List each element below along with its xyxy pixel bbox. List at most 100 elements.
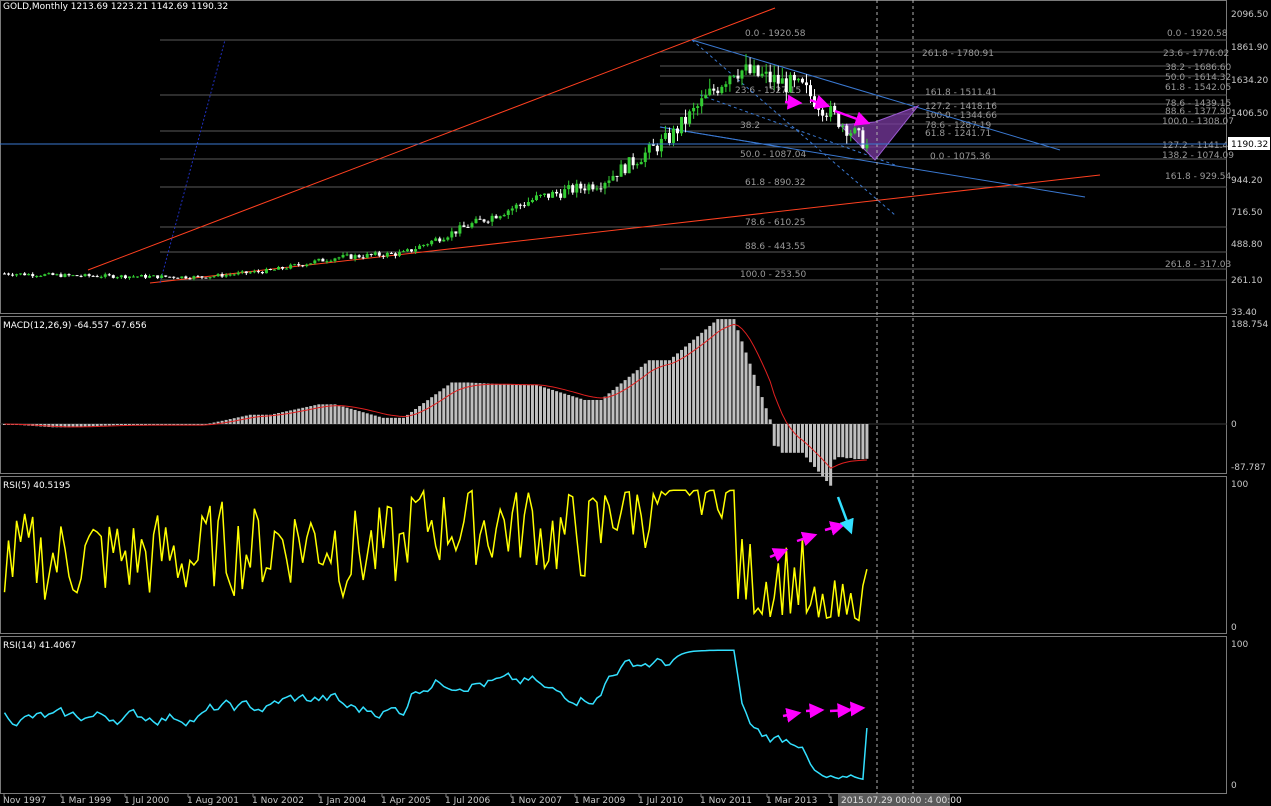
macd-bar bbox=[635, 370, 639, 424]
macd-bar bbox=[821, 424, 825, 477]
macd-bar bbox=[631, 373, 635, 424]
candle-body bbox=[458, 225, 462, 234]
macd-bar bbox=[313, 405, 317, 424]
candle-body bbox=[248, 272, 252, 274]
macd-bar bbox=[692, 339, 696, 424]
candle-body bbox=[482, 219, 486, 222]
candle-body bbox=[502, 214, 506, 217]
macd-panel-frame bbox=[0, 316, 1227, 474]
macd-bar bbox=[156, 424, 160, 426]
candle-body bbox=[208, 277, 212, 279]
macd-bar bbox=[659, 360, 663, 424]
candle-body bbox=[3, 273, 6, 275]
candle-body bbox=[462, 225, 466, 227]
candle-body bbox=[543, 193, 547, 195]
fib-labels-pattern: 161.8 - 1511.41 127.2 - 1418.16 100.0 - … bbox=[925, 88, 997, 162]
fib-label: 61.8 - 890.32 bbox=[745, 178, 806, 188]
macd-bar bbox=[55, 424, 59, 428]
candle-body bbox=[603, 182, 607, 189]
candle-body bbox=[232, 274, 236, 276]
candle-body bbox=[438, 238, 442, 242]
macd-bar bbox=[273, 413, 277, 424]
candle-body bbox=[563, 189, 567, 198]
macd-bar bbox=[700, 332, 704, 424]
time-axis: Nov 1997 1 Mar 1999 1 Jul 2000 1 Aug 2001 1 … bbox=[3, 794, 834, 806]
macd-bar bbox=[736, 330, 740, 424]
candle-body bbox=[833, 105, 837, 113]
macd-bar bbox=[325, 404, 329, 424]
macd-bar bbox=[704, 329, 708, 424]
candle-body bbox=[27, 274, 31, 276]
macd-bar bbox=[430, 397, 434, 424]
candle-body bbox=[184, 276, 188, 279]
blue-dotted-line bbox=[159, 39, 226, 284]
fib-label: 138.2 - 1074.09 bbox=[1162, 151, 1234, 161]
candle-body bbox=[289, 264, 293, 269]
candle-body bbox=[611, 175, 615, 181]
candle-body bbox=[728, 76, 732, 85]
candle-body bbox=[341, 255, 345, 258]
candle-body bbox=[23, 273, 27, 276]
candle-body bbox=[841, 125, 845, 127]
macd-bar bbox=[833, 424, 837, 460]
time-tick-label: Nov 1997 bbox=[3, 796, 46, 806]
macd-bar bbox=[188, 424, 192, 426]
price-tick-label: 261.10 bbox=[1231, 276, 1263, 286]
fib-label: 261.8 - 1780.91 bbox=[922, 49, 994, 59]
candle-body bbox=[776, 74, 780, 84]
macd-bar bbox=[680, 349, 684, 424]
candle-body bbox=[55, 274, 59, 276]
macd-bar bbox=[482, 383, 486, 424]
macd-bar bbox=[289, 410, 293, 424]
candle-body bbox=[518, 204, 522, 206]
macd-bar bbox=[140, 424, 144, 426]
candle-body bbox=[760, 73, 764, 76]
candle-body bbox=[353, 255, 357, 259]
fib-label: 61.8 - 1542.05 bbox=[1165, 83, 1231, 93]
candle-body bbox=[522, 205, 526, 207]
macd-bar bbox=[563, 393, 567, 424]
macd-bar bbox=[200, 424, 204, 426]
candle-body bbox=[583, 188, 587, 191]
candle-body bbox=[414, 249, 418, 252]
candle-body bbox=[397, 252, 401, 256]
candle-body bbox=[829, 105, 833, 117]
panel-headers: GOLD,Monthly 1213.69 1223.21 1142.69 119… bbox=[3, 2, 228, 651]
candle-body bbox=[619, 164, 623, 177]
macd-bar bbox=[426, 400, 430, 424]
macd-bar bbox=[309, 406, 313, 424]
candle-body bbox=[131, 276, 135, 278]
candle-body bbox=[538, 194, 542, 196]
main-panel-frame bbox=[0, 0, 1227, 314]
macd-bar bbox=[603, 396, 607, 424]
candle-body bbox=[555, 191, 559, 194]
candle-body bbox=[192, 276, 196, 279]
macd-bar bbox=[829, 424, 833, 486]
candle-body bbox=[631, 157, 635, 166]
macd-bar bbox=[87, 424, 91, 427]
macd-bar bbox=[71, 424, 75, 428]
candle-body bbox=[434, 238, 438, 241]
candle-body bbox=[216, 274, 220, 277]
macd-bar bbox=[676, 353, 680, 424]
candle-body bbox=[196, 276, 200, 278]
macd-bar bbox=[95, 424, 99, 426]
macd-bar bbox=[651, 360, 655, 424]
candle-body bbox=[494, 215, 498, 219]
candle-body bbox=[450, 231, 454, 238]
candle-body bbox=[845, 125, 849, 136]
time-tick-label: 1 Nov 2007 bbox=[510, 796, 562, 806]
time-cursor-lines bbox=[876, 0, 914, 806]
arrow-magenta bbox=[809, 94, 831, 110]
macd-bar bbox=[220, 420, 224, 424]
macd-bar bbox=[861, 424, 865, 460]
macd-bar bbox=[555, 391, 559, 424]
candle-body bbox=[357, 255, 361, 258]
macd-bar bbox=[381, 417, 385, 424]
macd-bar bbox=[240, 416, 244, 424]
macd-bar bbox=[450, 382, 454, 424]
macd-bar bbox=[244, 415, 248, 424]
candle-body bbox=[63, 274, 67, 277]
macd-bar bbox=[454, 382, 458, 424]
